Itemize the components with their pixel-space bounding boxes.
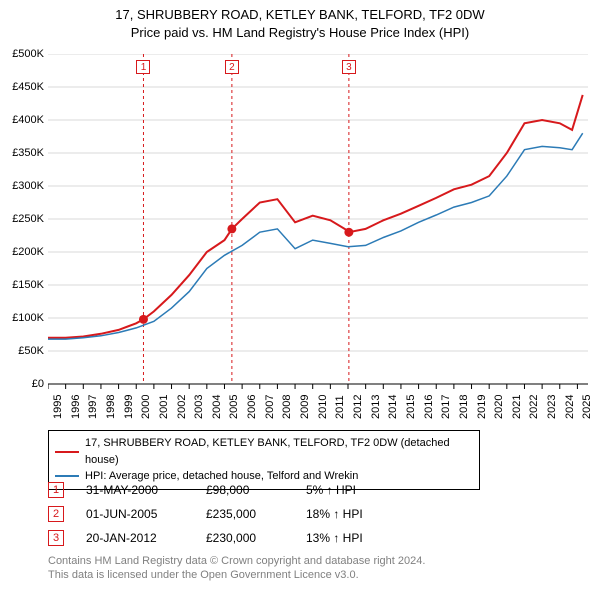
y-tick-label: £500K xyxy=(0,48,44,60)
attribution-footer: Contains HM Land Registry data © Crown c… xyxy=(48,554,425,583)
y-tick-label: £400K xyxy=(0,114,44,126)
event-line-marker: 3 xyxy=(342,60,356,74)
legend-swatch-property xyxy=(55,451,79,453)
y-tick-label: £0 xyxy=(0,378,44,390)
y-tick-label: £350K xyxy=(0,147,44,159)
event-date: 20-JAN-2012 xyxy=(86,531,206,545)
x-tick-label: 1996 xyxy=(70,395,82,419)
x-tick-label: 2024 xyxy=(564,395,576,419)
footer-line-1: Contains HM Land Registry data © Crown c… xyxy=(48,554,425,568)
x-tick-label: 2010 xyxy=(317,395,329,419)
title-line-1: 17, SHRUBBERY ROAD, KETLEY BANK, TELFORD… xyxy=(0,6,600,24)
x-tick-label: 2014 xyxy=(387,395,399,419)
x-tick-label: 2019 xyxy=(476,395,488,419)
x-tick-label: 2003 xyxy=(193,395,205,419)
legend-label-property: 17, SHRUBBERY ROAD, KETLEY BANK, TELFORD… xyxy=(85,435,473,468)
x-tick-label: 2001 xyxy=(158,395,170,419)
event-marker-3: 3 xyxy=(48,530,64,546)
x-tick-label: 2005 xyxy=(228,395,240,419)
chart-title: 17, SHRUBBERY ROAD, KETLEY BANK, TELFORD… xyxy=(0,0,600,41)
event-price: £230,000 xyxy=(206,531,306,545)
legend-swatch-hpi xyxy=(55,475,79,477)
x-tick-label: 2011 xyxy=(334,395,346,419)
event-price: £235,000 xyxy=(206,507,306,521)
x-tick-label: 2012 xyxy=(352,395,364,419)
y-tick-label: £250K xyxy=(0,213,44,225)
x-tick-label: 2008 xyxy=(281,395,293,419)
line-chart-svg xyxy=(48,54,588,404)
y-tick-label: £100K xyxy=(0,312,44,324)
events-table: 1 31-MAY-2000 £98,000 5% ↑ HPI 2 01-JUN-… xyxy=(48,478,416,550)
event-line-marker: 2 xyxy=(225,60,239,74)
event-marker-1: 1 xyxy=(48,482,64,498)
x-tick-label: 1997 xyxy=(87,395,99,419)
x-tick-label: 1998 xyxy=(105,395,117,419)
x-tick-label: 2015 xyxy=(405,395,417,419)
event-marker-2: 2 xyxy=(48,506,64,522)
y-tick-label: £200K xyxy=(0,246,44,258)
x-tick-label: 2025 xyxy=(581,395,593,419)
event-price: £98,000 xyxy=(206,483,306,497)
event-row: 1 31-MAY-2000 £98,000 5% ↑ HPI xyxy=(48,478,416,502)
y-tick-label: £450K xyxy=(0,81,44,93)
footer-line-2: This data is licensed under the Open Gov… xyxy=(48,568,425,582)
chart-area xyxy=(48,54,588,404)
x-tick-label: 2016 xyxy=(423,395,435,419)
y-tick-label: £150K xyxy=(0,279,44,291)
event-pct: 13% ↑ HPI xyxy=(306,531,416,545)
event-pct: 18% ↑ HPI xyxy=(306,507,416,521)
x-tick-label: 2022 xyxy=(528,395,540,419)
y-tick-label: £300K xyxy=(0,180,44,192)
y-tick-label: £50K xyxy=(0,345,44,357)
event-row: 2 01-JUN-2005 £235,000 18% ↑ HPI xyxy=(48,502,416,526)
chart-container: { "title": { "line1": "17, SHRUBBERY ROA… xyxy=(0,0,600,590)
x-tick-label: 2002 xyxy=(176,395,188,419)
event-pct: 5% ↑ HPI xyxy=(306,483,416,497)
event-line-marker: 1 xyxy=(136,60,150,74)
x-tick-label: 2021 xyxy=(511,395,523,419)
x-tick-label: 1995 xyxy=(52,395,64,419)
legend-item-property: 17, SHRUBBERY ROAD, KETLEY BANK, TELFORD… xyxy=(55,435,473,468)
event-date: 01-JUN-2005 xyxy=(86,507,206,521)
x-tick-label: 2000 xyxy=(140,395,152,419)
x-tick-label: 2020 xyxy=(493,395,505,419)
x-tick-label: 1999 xyxy=(123,395,135,419)
title-line-2: Price paid vs. HM Land Registry's House … xyxy=(0,24,600,42)
event-row: 3 20-JAN-2012 £230,000 13% ↑ HPI xyxy=(48,526,416,550)
x-tick-label: 2023 xyxy=(546,395,558,419)
x-tick-label: 2004 xyxy=(211,395,223,419)
x-tick-label: 2017 xyxy=(440,395,452,419)
x-tick-label: 2013 xyxy=(370,395,382,419)
event-date: 31-MAY-2000 xyxy=(86,483,206,497)
x-tick-label: 2007 xyxy=(264,395,276,419)
x-tick-label: 2018 xyxy=(458,395,470,419)
x-tick-label: 2006 xyxy=(246,395,258,419)
x-tick-label: 2009 xyxy=(299,395,311,419)
